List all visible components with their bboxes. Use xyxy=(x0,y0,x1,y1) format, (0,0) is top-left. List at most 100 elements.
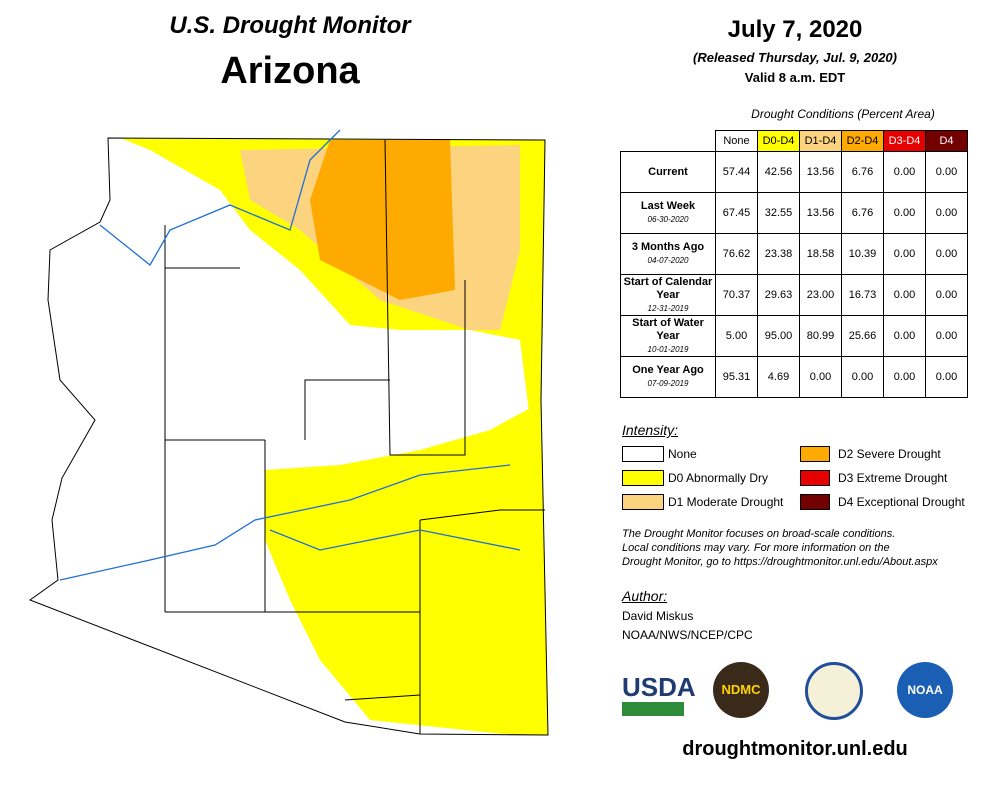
cell: 29.63 xyxy=(757,274,800,316)
legend-swatch xyxy=(622,470,664,486)
conditions-table: None D0-D4 D1-D4 D2-D4 D3-D4 D4 Current 57.44 42… xyxy=(620,130,968,398)
row-name: One Year Ago xyxy=(632,364,704,376)
column-header: D0-D4 xyxy=(757,130,800,152)
legend-swatch xyxy=(800,494,830,510)
row-name: Start of Calendar Year xyxy=(623,275,713,301)
url: droughtmonitor.unl.edu xyxy=(682,738,908,760)
logo-commerce xyxy=(805,662,863,720)
map xyxy=(28,129,549,736)
legend-label: D3 Extreme Drought xyxy=(838,471,948,485)
cell: 13.56 xyxy=(799,151,842,193)
cell: 5.00 xyxy=(715,315,758,357)
legend-label: D2 Severe Drought xyxy=(838,447,941,461)
legend-swatch xyxy=(800,470,830,486)
row-date: 06-30-2020 xyxy=(647,215,689,224)
cell: 57.44 xyxy=(715,151,758,193)
logo-noaa: NOAA xyxy=(897,662,953,718)
cell: 4.69 xyxy=(757,356,800,398)
cell: 0.00 xyxy=(925,315,968,357)
table-row: Current 57.44 42.56 13.56 6.76 0.00 0.00 xyxy=(620,151,968,193)
cell: 0.00 xyxy=(883,233,926,275)
cell: 80.99 xyxy=(799,315,842,357)
drought-areas xyxy=(100,138,548,735)
logo-usda-bar xyxy=(622,702,684,716)
legend-label: None xyxy=(668,447,697,461)
cell: 0.00 xyxy=(925,233,968,275)
cell: 95.00 xyxy=(757,315,800,357)
rivers xyxy=(59,129,521,581)
cell: 42.56 xyxy=(757,151,800,193)
legend-swatch xyxy=(800,446,830,462)
legend-swatch xyxy=(622,446,664,462)
author-org: NOAA/NWS/NCEP/CPC xyxy=(622,628,753,642)
cell: 23.38 xyxy=(757,233,800,275)
region: Arizona xyxy=(220,50,360,92)
legend-title: Intensity: xyxy=(622,422,679,438)
cell: 6.76 xyxy=(841,192,884,234)
row-date: 07-09-2019 xyxy=(647,379,689,388)
row-date: 12-31-2019 xyxy=(647,303,689,313)
table-row: Start of Water Year 10-01-2019 5.00 95.00 80… xyxy=(620,315,968,357)
note: The Drought Monitor focuses on broad-sca… xyxy=(622,527,938,569)
row-label: Current xyxy=(620,151,716,193)
table-caption: Drought Conditions (Percent Area) xyxy=(751,107,935,121)
cell: 0.00 xyxy=(841,356,884,398)
cell: 18.58 xyxy=(799,233,842,275)
table-row: 3 Months Ago 04-07-2020 76.62 23.38 18.58 10.… xyxy=(620,233,968,275)
row-label: 3 Months Ago 04-07-2020 xyxy=(620,233,716,275)
legend-swatch xyxy=(622,494,664,510)
released: (Released Thursday, Jul. 9, 2020) xyxy=(693,50,897,65)
column-header: D4 xyxy=(925,130,968,152)
table-row: Start of Calendar Year 12-31-2019 70.37 29.… xyxy=(620,274,968,316)
column-header: D2-D4 xyxy=(841,130,884,152)
row-label: Last Week 06-30-2020 xyxy=(620,192,716,234)
title: U.S. Drought Monitor xyxy=(169,12,411,39)
cell: 0.00 xyxy=(925,356,968,398)
county-lines xyxy=(28,137,549,736)
cell: 0.00 xyxy=(883,274,926,316)
cell: 95.31 xyxy=(715,356,758,398)
row-name: Last Week xyxy=(640,200,696,212)
valid: Valid 8 a.m. EDT xyxy=(744,70,846,85)
logo-ndmc: NDMC xyxy=(713,662,769,718)
cell: 0.00 xyxy=(925,151,968,193)
row-name: Start of Water Year xyxy=(632,316,704,342)
table-row: One Year Ago 07-09-2019 95.31 4.69 0.00 0.00 0… xyxy=(620,356,968,398)
cell: 0.00 xyxy=(883,315,926,357)
cell: 0.00 xyxy=(799,356,842,398)
row-label: Start of Calendar Year 12-31-2019 xyxy=(620,274,716,316)
row-name: Current xyxy=(648,165,688,178)
note-line: Drought Monitor, go to https://droughtmo… xyxy=(622,556,938,568)
cell: 13.56 xyxy=(799,192,842,234)
cell: 23.00 xyxy=(799,274,842,316)
cell: 0.00 xyxy=(883,151,926,193)
cell: 16.73 xyxy=(841,274,884,316)
cell: 0.00 xyxy=(925,274,968,316)
blank xyxy=(621,131,716,152)
author-name: David Miskus xyxy=(622,609,694,623)
cell: 0.00 xyxy=(883,192,926,234)
legend-label: D0 Abnormally Dry xyxy=(668,471,769,485)
date: July 7, 2020 xyxy=(727,16,863,43)
column-header: D1-D4 xyxy=(799,130,842,152)
cell: 0.00 xyxy=(925,192,968,234)
logo-usda: USDA xyxy=(622,672,696,702)
cell: 6.76 xyxy=(841,151,884,193)
row-date: 04-07-2020 xyxy=(647,256,689,265)
column-header: D3-D4 xyxy=(883,130,926,152)
header-row: None D0-D4 D1-D4 D2-D4 D3-D4 D4 xyxy=(621,130,968,152)
column-header: None xyxy=(715,130,758,152)
note-line: Local conditions may vary. For more info… xyxy=(622,542,890,554)
row-label: One Year Ago 07-09-2019 xyxy=(620,356,716,398)
cell: 70.37 xyxy=(715,274,758,316)
cell: 10.39 xyxy=(841,233,884,275)
row-label: Start of Water Year 10-01-2019 xyxy=(620,315,716,357)
author-title: Author: xyxy=(622,588,668,604)
cell: 67.45 xyxy=(715,192,758,234)
legend-label: D4 Exceptional Drought xyxy=(838,495,965,509)
cell: 0.00 xyxy=(883,356,926,398)
table-row: Last Week 06-30-2020 67.45 32.55 13.56 6.76 0.… xyxy=(620,192,968,234)
cell: 25.66 xyxy=(841,315,884,357)
note-line: The Drought Monitor focuses on broad-sca… xyxy=(622,528,896,540)
